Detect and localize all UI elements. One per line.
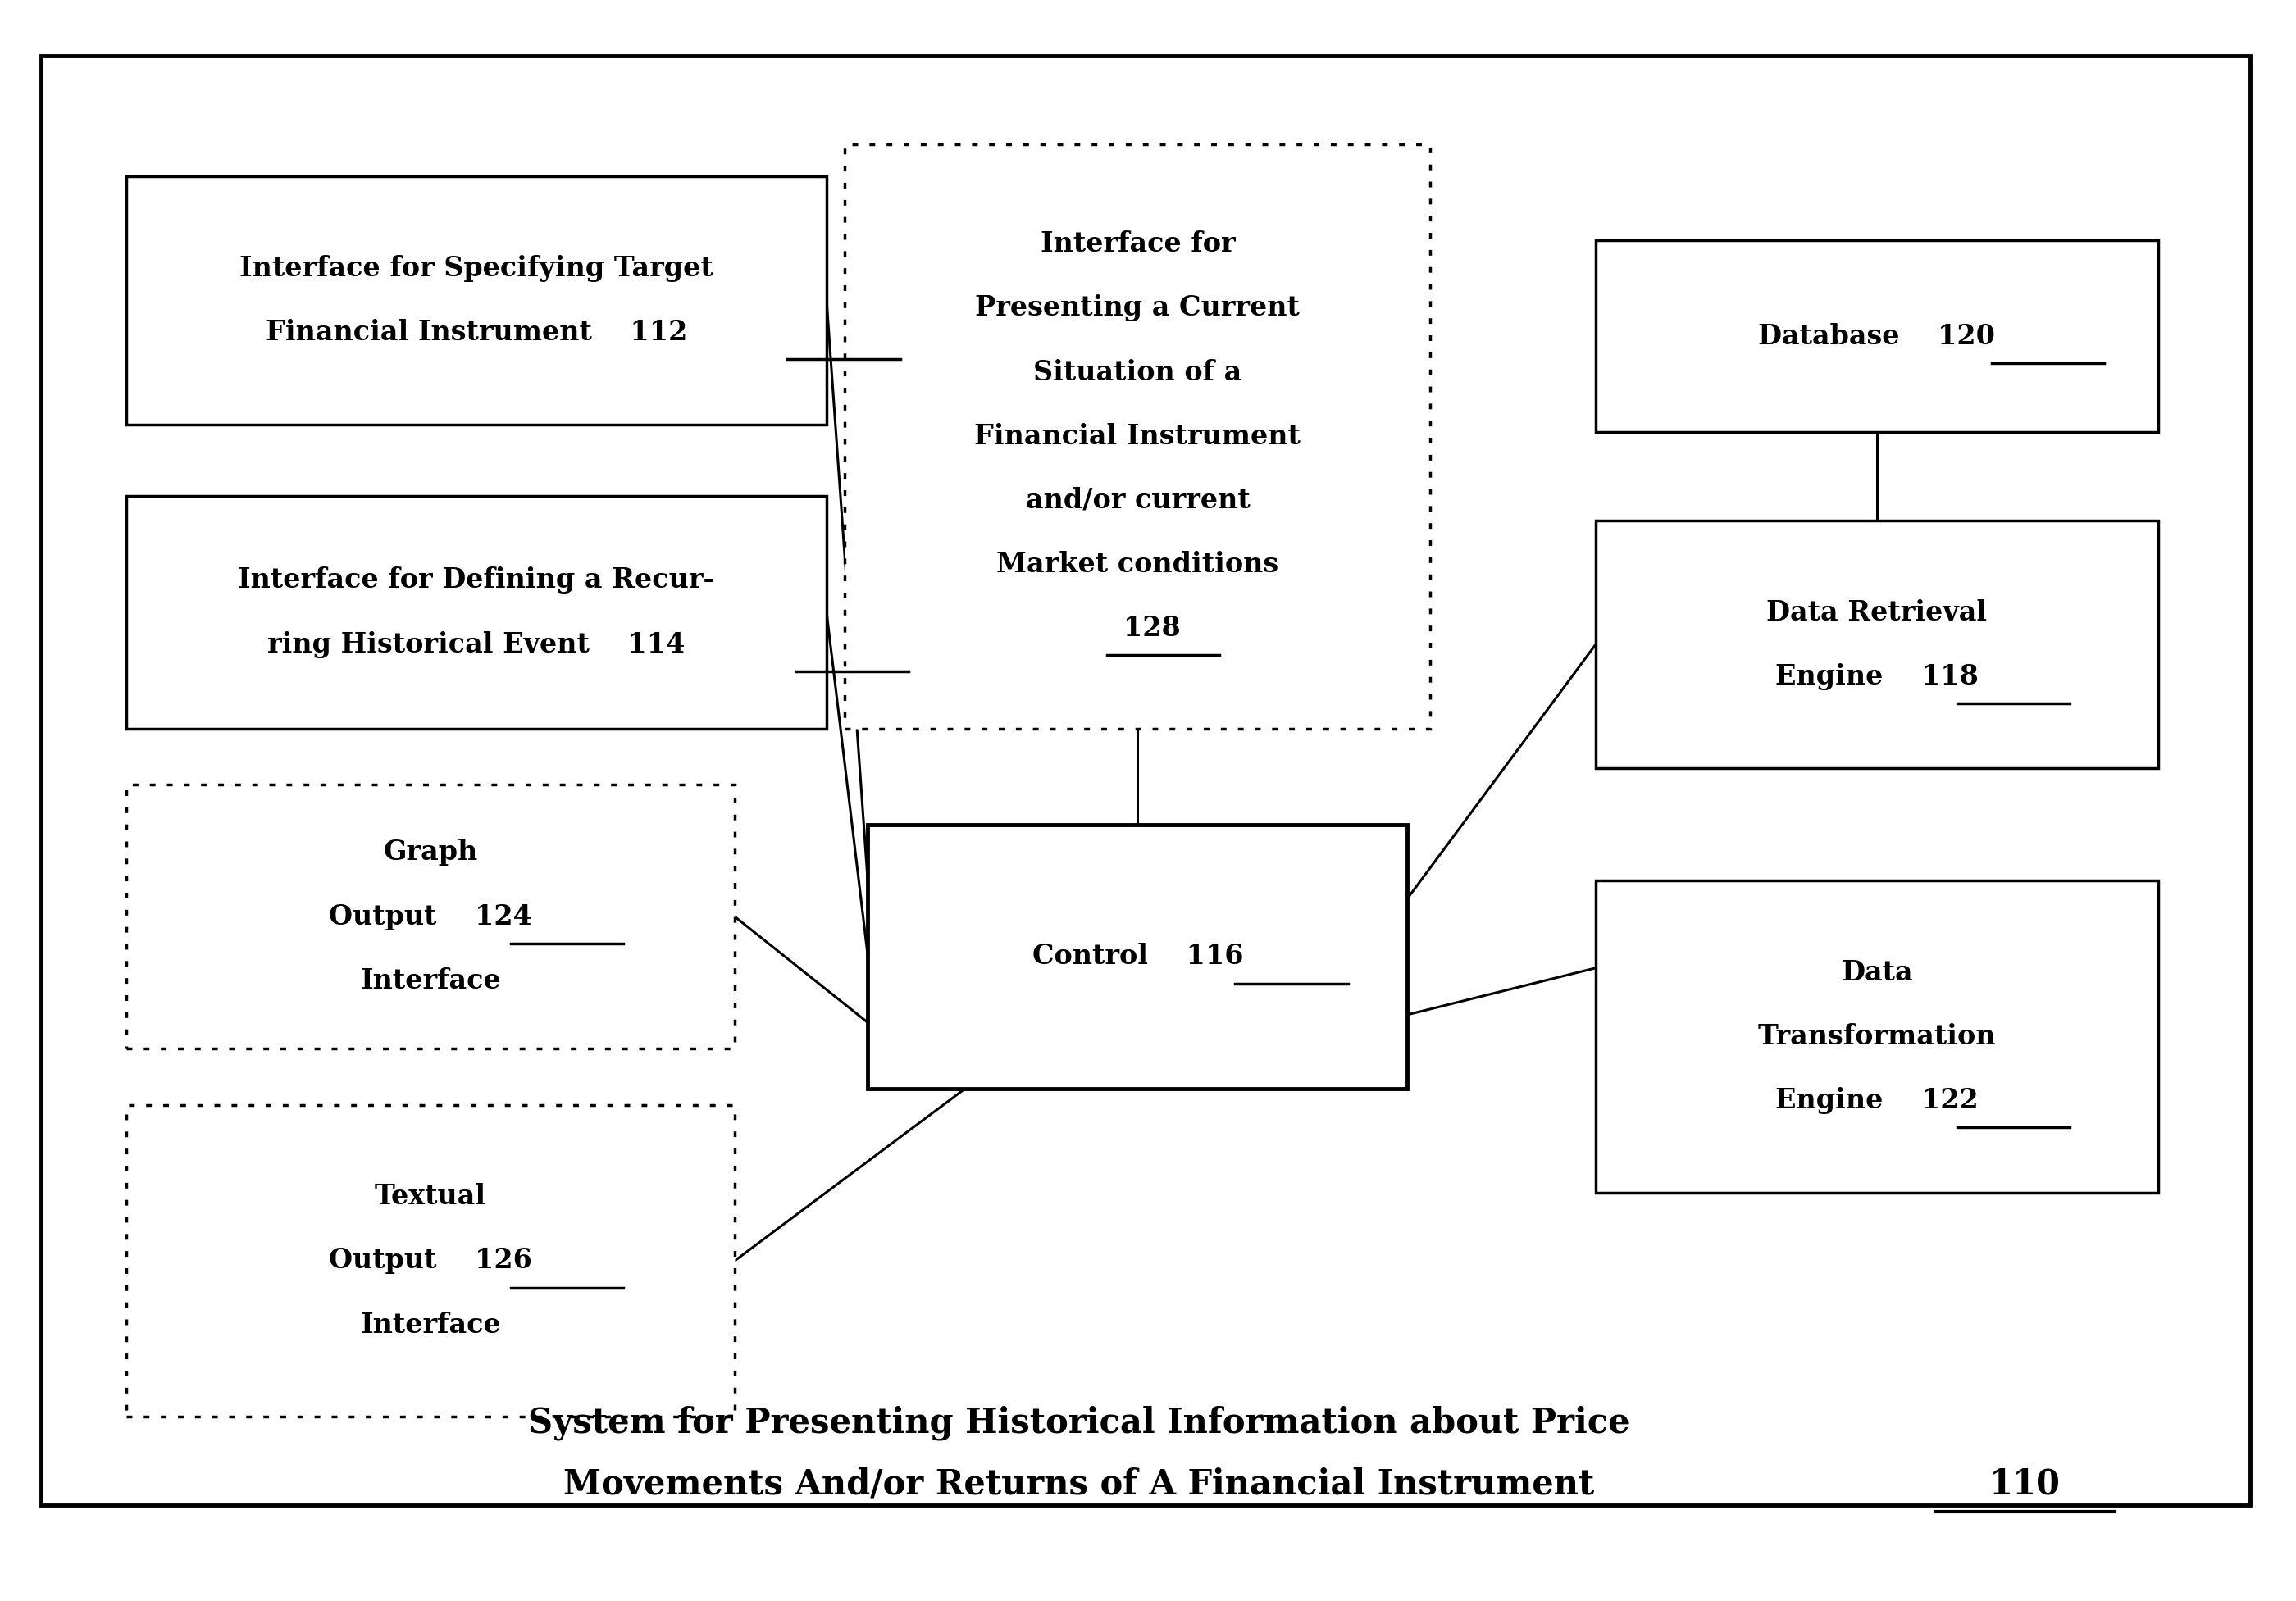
Text: 110: 110: [1988, 1467, 2062, 1502]
Text: Movements And/or Returns of A Financial Instrument: Movements And/or Returns of A Financial …: [563, 1467, 1596, 1502]
Bar: [1596, 520, 2158, 768]
Text: Output    124: Output 124: [328, 903, 533, 930]
Bar: [845, 144, 1430, 728]
Text: Presenting a Current: Presenting a Current: [976, 295, 1300, 322]
Text: Transformation: Transformation: [1759, 1023, 1995, 1050]
Bar: [126, 496, 827, 728]
Text: Textual: Textual: [374, 1183, 487, 1210]
Text: System for Presenting Historical Information about Price: System for Presenting Historical Informa…: [528, 1406, 1630, 1441]
Bar: [126, 176, 827, 424]
Text: 128: 128: [1095, 615, 1180, 642]
Text: Data Retrieval: Data Retrieval: [1766, 599, 1988, 626]
Text: Financial Instrument: Financial Instrument: [974, 423, 1302, 450]
Bar: [126, 1105, 735, 1417]
Bar: [1596, 240, 2158, 432]
Text: ring Historical Event    114: ring Historical Event 114: [269, 631, 684, 658]
Text: Interface for Specifying Target: Interface for Specifying Target: [239, 255, 714, 282]
Bar: [126, 784, 735, 1049]
Text: Engine    122: Engine 122: [1775, 1087, 1979, 1114]
Bar: [1596, 881, 2158, 1193]
Text: Control    116: Control 116: [1033, 943, 1242, 970]
Text: Market conditions: Market conditions: [996, 551, 1279, 578]
Text: Situation of a: Situation of a: [1033, 359, 1242, 386]
Text: Engine    118: Engine 118: [1775, 663, 1979, 690]
Text: Interface: Interface: [360, 1311, 501, 1338]
Text: Output    126: Output 126: [328, 1247, 533, 1274]
Text: Interface for: Interface for: [1040, 231, 1235, 258]
Text: Data: Data: [1841, 959, 1913, 986]
Bar: [868, 825, 1407, 1089]
Text: Interface: Interface: [360, 967, 501, 994]
Text: Interface for Defining a Recur-: Interface for Defining a Recur-: [239, 567, 714, 594]
Text: Graph: Graph: [383, 839, 478, 866]
Text: Financial Instrument    112: Financial Instrument 112: [266, 319, 687, 346]
Text: Database    120: Database 120: [1759, 323, 1995, 349]
Text: and/or current: and/or current: [1026, 487, 1249, 514]
